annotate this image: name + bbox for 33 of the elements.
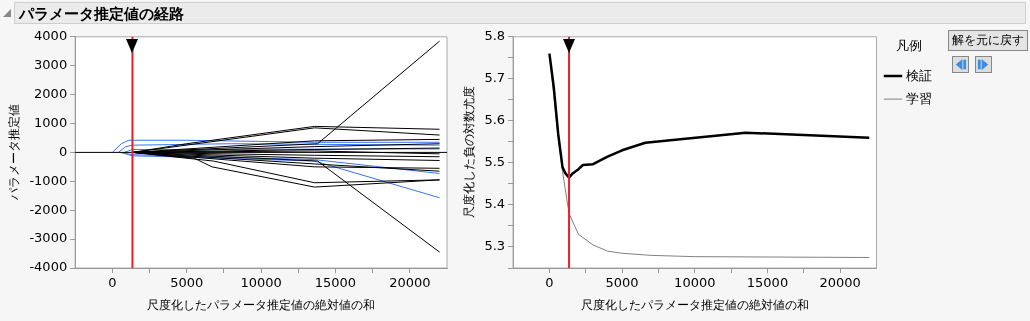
x-tick-label: 10000 [674, 275, 716, 291]
y-tick-label: 2000 [34, 85, 68, 101]
y-tick-label: 3000 [34, 57, 68, 73]
chart-title: パラメータ推定値の経路 [14, 2, 1026, 24]
y-tick-label: 5.3 [484, 238, 506, 254]
legend-label: 検証 [906, 67, 932, 83]
legend-title: 凡例 [896, 38, 923, 54]
y-axis-title: パラメータ推定値 [7, 104, 22, 202]
x-tick-label: 0 [108, 275, 117, 291]
x-tick-label: 20000 [389, 275, 431, 291]
y-tick-label: 0 [58, 143, 68, 159]
x-axis-title: 尺度化したパラメータ推定値の絶対値の和 [580, 297, 809, 312]
y-tick-label: 5.6 [484, 112, 506, 128]
y-tick-label: -3000 [29, 230, 68, 246]
y-tick-label: 5.4 [484, 196, 506, 212]
x-tick-label: 5000 [170, 275, 204, 291]
x-tick-label: 20000 [819, 275, 861, 291]
y-tick-label: 5.7 [484, 70, 506, 86]
y-tick-label: 5.8 [484, 28, 506, 44]
y-tick-label: -1000 [29, 172, 68, 188]
x-tick-label: 15000 [746, 275, 789, 291]
y-axis-title: 尺度化した負の対数尤度 [462, 86, 477, 219]
y-tick-label: 1000 [34, 114, 68, 130]
y-tick-label: -4000 [29, 259, 68, 275]
x-tick-label: 0 [545, 275, 554, 291]
x-tick-label: 15000 [314, 275, 357, 291]
x-tick-label: 5000 [605, 275, 639, 291]
legend-label: 学習 [906, 90, 932, 106]
x-axis-title: 尺度化したパラメータ推定値の絶対値の和 [147, 297, 376, 312]
y-tick-label: 4000 [34, 28, 68, 44]
x-tick-label: 10000 [240, 275, 282, 291]
y-tick-label: 5.5 [484, 154, 506, 170]
y-tick-label: -2000 [29, 201, 68, 217]
